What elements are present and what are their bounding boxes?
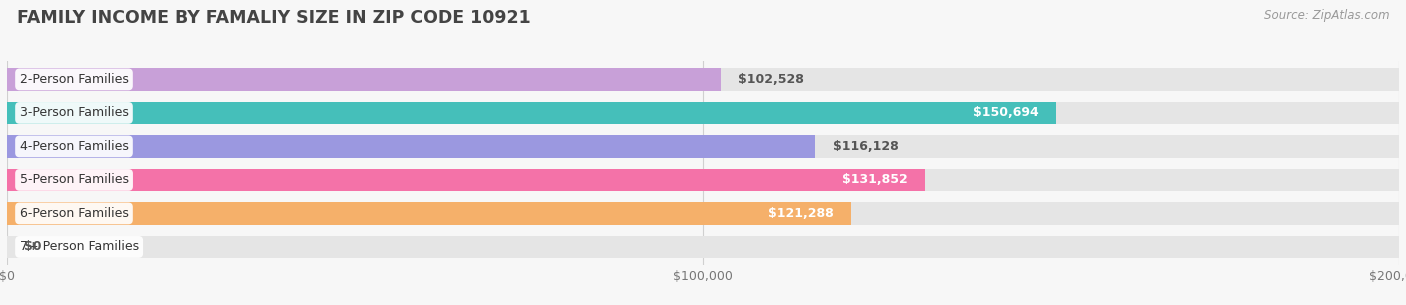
Bar — [7, 202, 1399, 225]
Text: 4-Person Families: 4-Person Families — [20, 140, 128, 153]
Bar — [7, 68, 721, 91]
Text: 6-Person Families: 6-Person Families — [20, 207, 128, 220]
Text: $150,694: $150,694 — [973, 106, 1039, 120]
Text: FAMILY INCOME BY FAMALIY SIZE IN ZIP CODE 10921: FAMILY INCOME BY FAMALIY SIZE IN ZIP COD… — [17, 9, 530, 27]
Bar — [7, 169, 925, 191]
Text: $0: $0 — [24, 240, 42, 253]
Text: 7+ Person Families: 7+ Person Families — [20, 240, 139, 253]
Text: $116,128: $116,128 — [832, 140, 898, 153]
Text: 5-Person Families: 5-Person Families — [20, 174, 128, 186]
Text: $131,852: $131,852 — [842, 174, 907, 186]
Text: 2-Person Families: 2-Person Families — [20, 73, 128, 86]
Bar — [7, 235, 1399, 258]
Bar — [7, 68, 1399, 91]
Bar — [7, 135, 815, 158]
Text: Source: ZipAtlas.com: Source: ZipAtlas.com — [1264, 9, 1389, 22]
Bar — [7, 169, 1399, 191]
Bar — [7, 135, 1399, 158]
Bar — [7, 102, 1399, 124]
Bar — [7, 202, 851, 225]
Text: 3-Person Families: 3-Person Families — [20, 106, 128, 120]
Text: $121,288: $121,288 — [768, 207, 834, 220]
Text: $102,528: $102,528 — [738, 73, 804, 86]
Bar — [7, 102, 1056, 124]
